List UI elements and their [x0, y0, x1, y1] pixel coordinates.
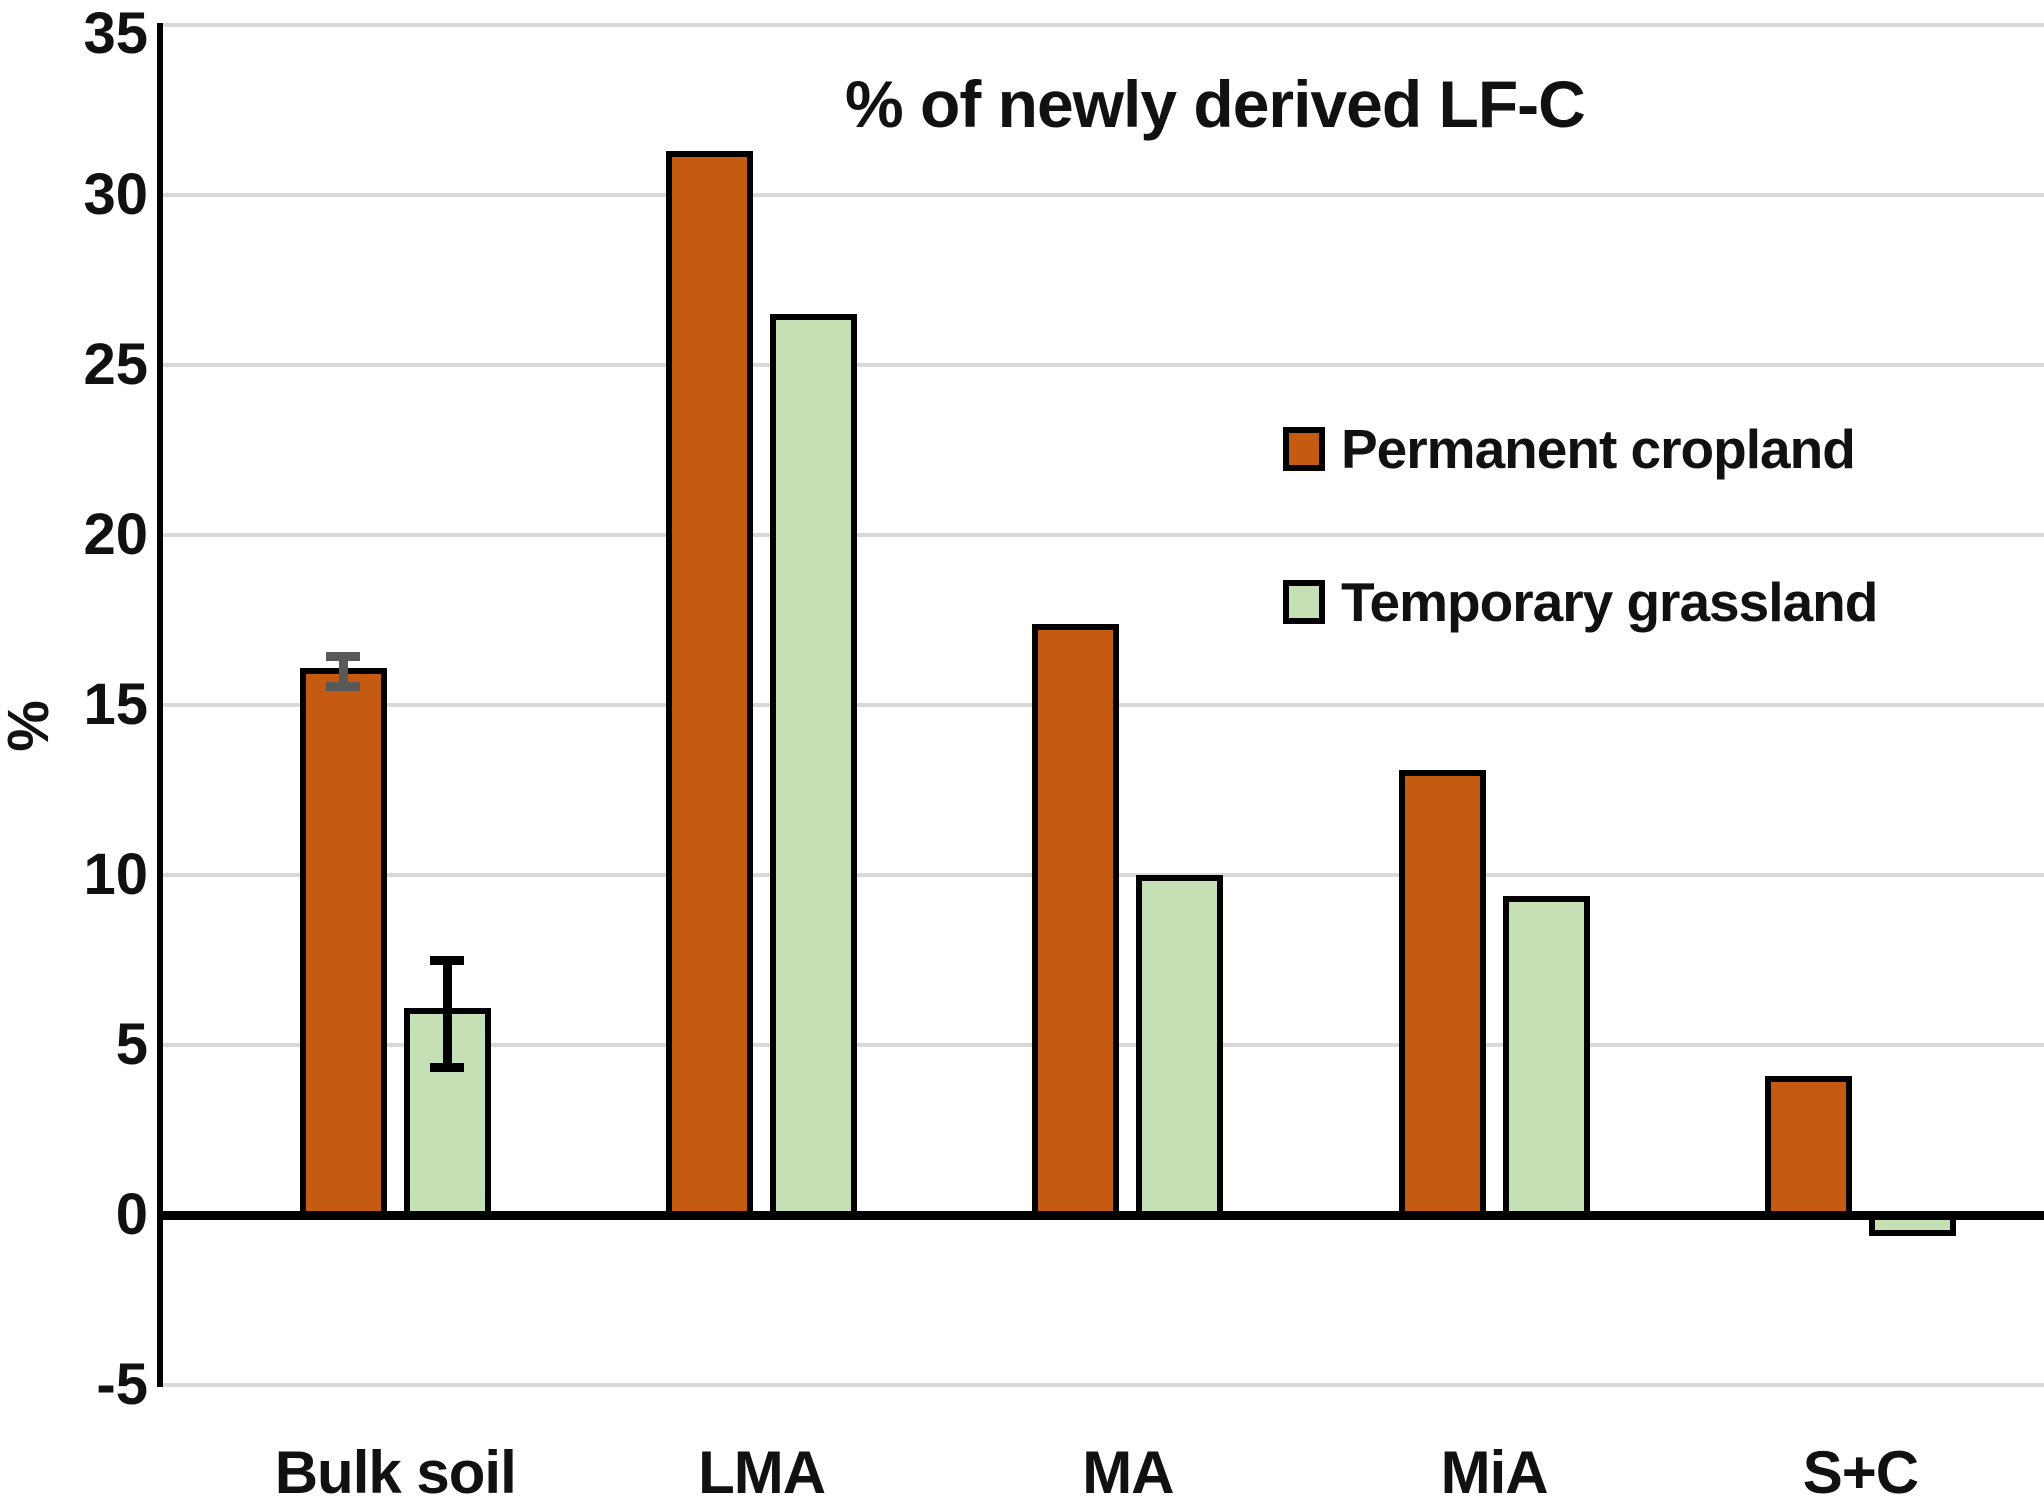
- y-tick-label-35: 35: [83, 1, 148, 66]
- y-axis-line: [157, 23, 163, 1387]
- y-tick-label-5: 5: [115, 1012, 148, 1077]
- gridline-y--5: [157, 1383, 2044, 1387]
- x-axis-zero-line: [157, 1211, 2044, 1220]
- bar-permanent-cropland-mia: [1398, 770, 1486, 1219]
- y-tick-label--5: -5: [96, 1352, 148, 1417]
- error-bar-cap-bottom-permanent-cropland-bulk-soil: [326, 682, 361, 692]
- legend-item-permanent-cropland: Permanent cropland: [1283, 417, 1856, 481]
- legend-label-permanent-cropland: Permanent cropland: [1341, 418, 1856, 480]
- legend-label-temporary-grassland: Temporary grassland: [1341, 571, 1878, 633]
- y-tick-label-15: 15: [83, 672, 148, 737]
- error-bar-temporary-grassland-bulk-soil: [443, 960, 453, 1068]
- y-tick-label-20: 20: [83, 502, 148, 567]
- x-axis-label-s-c: S+C: [1802, 1439, 1919, 1506]
- bar-permanent-cropland-lma: [666, 151, 754, 1219]
- error-bar-cap-top-permanent-cropland-bulk-soil: [326, 651, 361, 661]
- gridline-y-30: [157, 193, 2044, 197]
- bar-temporary-grassland-ma: [1136, 875, 1224, 1219]
- y-tick-label-10: 10: [83, 842, 148, 907]
- y-tick-label-30: 30: [83, 162, 148, 227]
- y-tick-label-0: 0: [115, 1182, 148, 1247]
- error-bar-cap-bottom-temporary-grassland-bulk-soil: [430, 1063, 465, 1073]
- bar-permanent-cropland-bulk-soil: [299, 668, 387, 1219]
- x-axis-label-mia: MiA: [1440, 1439, 1549, 1506]
- gridline-y-35: [157, 23, 2044, 27]
- error-bar-permanent-cropland-bulk-soil: [339, 655, 349, 687]
- chart-title: % of newly derived LF-C: [845, 67, 1586, 141]
- x-axis-label-bulk-soil: Bulk soil: [274, 1439, 517, 1506]
- error-bar-cap-top-temporary-grassland-bulk-soil: [430, 956, 465, 965]
- x-axis-label-lma: LMA: [698, 1439, 826, 1506]
- gridline-y-25: [157, 363, 2044, 367]
- legend-swatch-permanent-cropland: [1283, 427, 1325, 471]
- legend-item-temporary-grassland: Temporary grassland: [1283, 570, 1878, 634]
- gridline-y-20: [157, 533, 2044, 537]
- x-axis-label-ma: MA: [1082, 1439, 1174, 1506]
- legend-swatch-temporary-grassland: [1283, 580, 1325, 624]
- bar-permanent-cropland-s-c: [1764, 1076, 1852, 1219]
- y-tick-label-25: 25: [83, 332, 148, 397]
- bar-temporary-grassland-lma: [770, 314, 858, 1219]
- bar-permanent-cropland-ma: [1032, 623, 1120, 1219]
- bar-temporary-grassland-mia: [1502, 895, 1590, 1219]
